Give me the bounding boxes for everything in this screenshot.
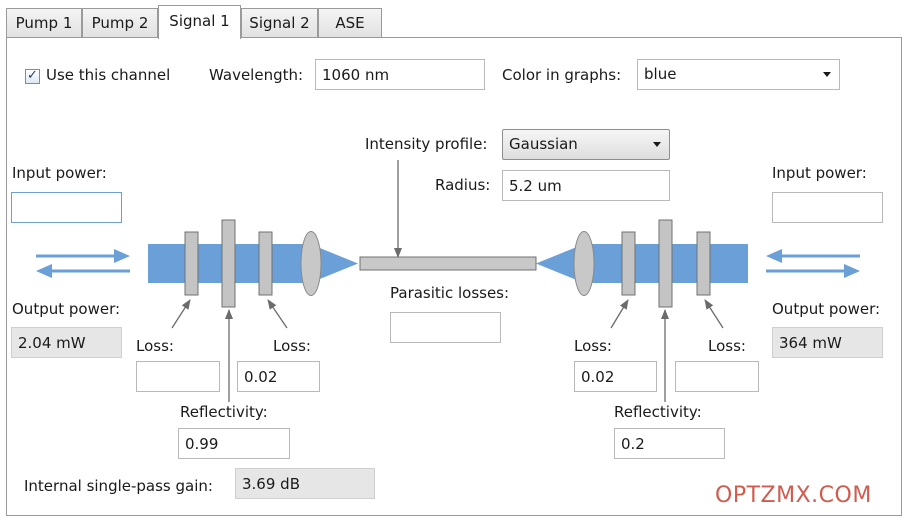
parasitic-losses-input[interactable] xyxy=(390,312,501,343)
chevron-down-icon xyxy=(653,142,661,147)
right-input-power-input[interactable] xyxy=(772,192,883,223)
left-loss-outer-input[interactable] xyxy=(136,361,220,392)
tab-pump-2[interactable]: Pump 2 xyxy=(82,8,158,37)
left-direction-arrows-icon xyxy=(36,249,130,278)
radius-label: Radius: xyxy=(435,176,491,194)
right-loss-inner-label: Loss: xyxy=(574,337,612,355)
right-loss-inner-element-icon xyxy=(621,231,636,296)
use-channel-label: Use this channel xyxy=(46,66,171,84)
intensity-selected-value: Gaussian xyxy=(509,135,578,153)
color-selected-value: blue xyxy=(644,65,677,83)
wavelength-input[interactable] xyxy=(315,59,485,90)
use-channel-checkbox[interactable]: ✓ xyxy=(25,69,40,84)
tab-label: Signal 1 xyxy=(169,12,230,30)
tab-signal-1[interactable]: Signal 1 xyxy=(158,5,241,39)
right-beam xyxy=(536,244,748,283)
radius-input[interactable] xyxy=(502,170,670,201)
left-loss-outer-pointer-arrow-icon xyxy=(171,299,191,329)
parasitic-losses-label: Parasitic losses: xyxy=(390,284,510,302)
right-loss-outer-label: Loss: xyxy=(708,337,746,355)
left-loss-inner-input[interactable] xyxy=(237,361,320,392)
right-loss-outer-element-icon xyxy=(696,231,711,296)
left-loss-inner-element-icon xyxy=(258,231,273,296)
fiber-icon xyxy=(359,256,537,271)
left-input-power-input[interactable] xyxy=(11,192,122,223)
intensity-profile-select[interactable]: Gaussian xyxy=(502,129,670,160)
right-loss-outer-pointer-arrow-icon xyxy=(704,299,724,329)
left-input-power-label: Input power: xyxy=(12,164,107,182)
tab-pump-1[interactable]: Pump 1 xyxy=(6,8,82,37)
right-loss-inner-input[interactable] xyxy=(574,361,657,392)
left-loss-outer-label: Loss: xyxy=(136,337,174,355)
right-mirror-icon xyxy=(658,219,673,308)
right-direction-arrows-icon xyxy=(766,249,860,278)
tab-label: Pump 1 xyxy=(15,14,73,32)
right-input-power-label: Input power: xyxy=(772,164,867,182)
right-lens-icon xyxy=(573,231,595,296)
color-in-graphs-label: Color in graphs: xyxy=(502,66,622,84)
internal-gain-value xyxy=(235,468,375,499)
wavelength-label: Wavelength: xyxy=(209,66,304,84)
left-output-power-label: Output power: xyxy=(12,300,121,318)
right-output-power-label: Output power: xyxy=(772,300,881,318)
chevron-down-icon xyxy=(823,72,831,77)
internal-gain-label: Internal single-pass gain: xyxy=(24,477,213,495)
left-output-power-value xyxy=(11,327,122,358)
check-mark-icon: ✓ xyxy=(27,68,38,83)
left-reflectivity-input[interactable] xyxy=(178,428,290,459)
left-reflectivity-label: Reflectivity: xyxy=(180,403,268,421)
right-reflectivity-input[interactable] xyxy=(614,428,725,459)
right-output-power-value xyxy=(772,327,883,358)
left-lens-icon xyxy=(300,231,322,296)
tab-ase[interactable]: ASE xyxy=(318,8,382,37)
tab-label: Signal 2 xyxy=(249,14,310,32)
right-loss-inner-pointer-arrow-icon xyxy=(610,299,629,329)
right-reflectivity-label: Reflectivity: xyxy=(614,403,702,421)
left-loss-inner-label: Loss: xyxy=(273,337,311,355)
tab-label: ASE xyxy=(335,14,365,32)
left-beam xyxy=(148,244,358,283)
watermark-text: OPTZMX.COM xyxy=(715,483,872,508)
left-loss-outer-element-icon xyxy=(184,231,199,296)
left-loss-inner-pointer-arrow-icon xyxy=(267,299,288,329)
color-in-graphs-select[interactable]: blue xyxy=(637,59,840,90)
left-mirror-icon xyxy=(221,219,236,308)
tab-label: Pump 2 xyxy=(91,14,149,32)
intensity-profile-label: Intensity profile: xyxy=(365,135,488,153)
tab-signal-2[interactable]: Signal 2 xyxy=(241,8,318,37)
right-loss-outer-input[interactable] xyxy=(675,361,759,392)
